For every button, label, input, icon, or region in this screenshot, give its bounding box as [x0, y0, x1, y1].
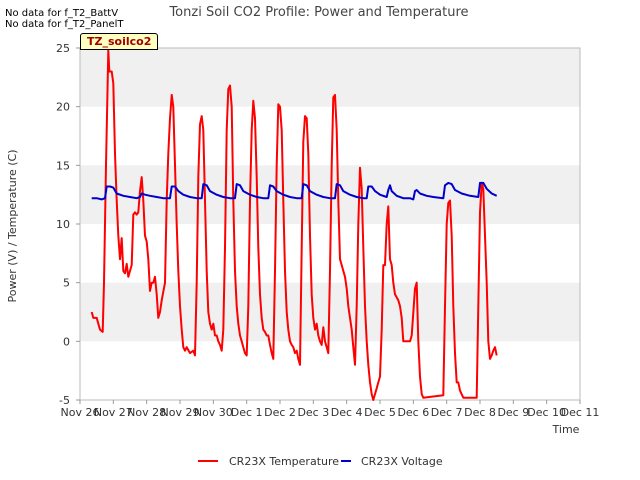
y-axis-label: Power (V) / Temperature (C)	[6, 149, 19, 302]
x-tick-label: Dec 3	[297, 406, 329, 419]
x-tick-label: Dec 6	[397, 406, 429, 419]
y-tick-label: 5	[63, 277, 70, 290]
y-tick-label: 15	[56, 159, 70, 172]
y-ticks: -5 0 5 10 15 20 25	[56, 42, 80, 407]
x-tick-label: Nov 29	[161, 406, 200, 419]
x-tick-label: Dec 8	[464, 406, 496, 419]
y-tick-label: 0	[63, 335, 70, 348]
x-axis-label: Time	[552, 423, 580, 436]
x-tick-label: Nov 27	[94, 406, 133, 419]
legend-label-temperature: CR23X Temperature	[229, 455, 339, 468]
x-tick-label: Dec 4	[331, 406, 363, 419]
series-line-voltage	[91, 181, 498, 201]
y-tick-label: 20	[56, 101, 70, 114]
y-tick-label: -5	[59, 394, 70, 407]
x-tick-label: Dec 11	[561, 406, 600, 419]
y-tick-label: 10	[56, 218, 70, 231]
chart-title: Tonzi Soil CO2 Profile: Power and Temper…	[168, 5, 468, 20]
no-data-note-panel: No data for f_T2_PanelT	[5, 19, 124, 30]
x-tick-label: Dec 5	[364, 406, 396, 419]
series-line-temperature	[90, 49, 498, 401]
no-data-note-batt: No data for f_T2_BattV	[5, 8, 119, 19]
x-tick-label: Nov 28	[127, 406, 166, 419]
legend-label-voltage: CR23X Voltage	[361, 455, 443, 468]
x-tick-label: Nov 30	[194, 406, 233, 419]
series-lines	[90, 49, 498, 401]
x-tick-label: Nov 26	[61, 406, 100, 419]
x-tick-label: Dec 2	[264, 406, 296, 419]
y-tick-label: 25	[56, 42, 70, 55]
site-badge: TZ_soilco2	[80, 33, 159, 50]
x-tick-label: Dec 7	[431, 406, 463, 419]
x-tick-label: Dec 1	[231, 406, 263, 419]
grid-band	[80, 48, 580, 107]
x-tick-label: Dec 10	[527, 406, 566, 419]
x-tick-label: Dec 9	[497, 406, 529, 419]
